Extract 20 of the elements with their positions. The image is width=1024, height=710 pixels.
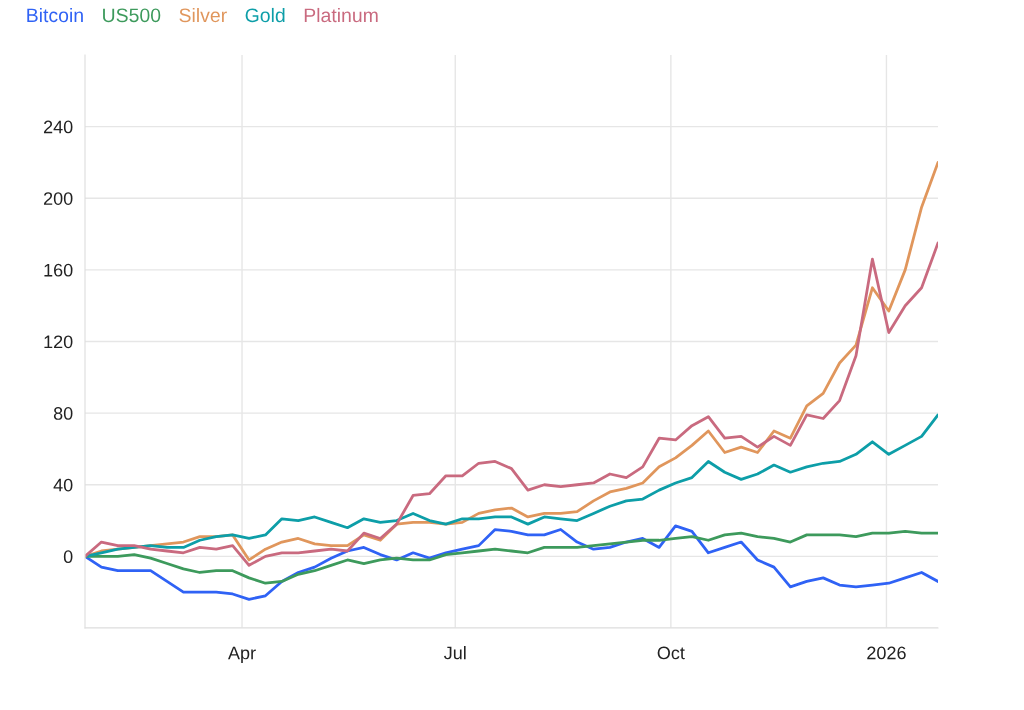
- x-tick-label: 2026: [867, 646, 906, 660]
- x-tick-label: Apr: [228, 646, 256, 663]
- x-tick-label: Oct: [657, 646, 685, 660]
- text: Bitcoin: [27, 7, 83, 23]
- y-tick-label: 40: [53, 478, 73, 492]
- line-series: [85, 413, 938, 558]
- y-tick-label: 120: [44, 335, 73, 349]
- line-series: [85, 529, 938, 585]
- y-tick-label: 200: [43, 192, 73, 205]
- y-tick-label: 160: [44, 263, 73, 277]
- text: Gold: [245, 7, 285, 23]
- text: Silver: [179, 7, 227, 23]
- y-tick-label: 0: [63, 550, 73, 564]
- line-series: [85, 524, 938, 601]
- text: US500: [103, 8, 161, 23]
- text: Platinum: [304, 7, 378, 23]
- line-series: [85, 241, 938, 567]
- x-tick-label: Jul: [444, 646, 466, 660]
- y-tick-label: 240: [43, 120, 73, 134]
- y-tick-label: 80: [53, 407, 73, 420]
